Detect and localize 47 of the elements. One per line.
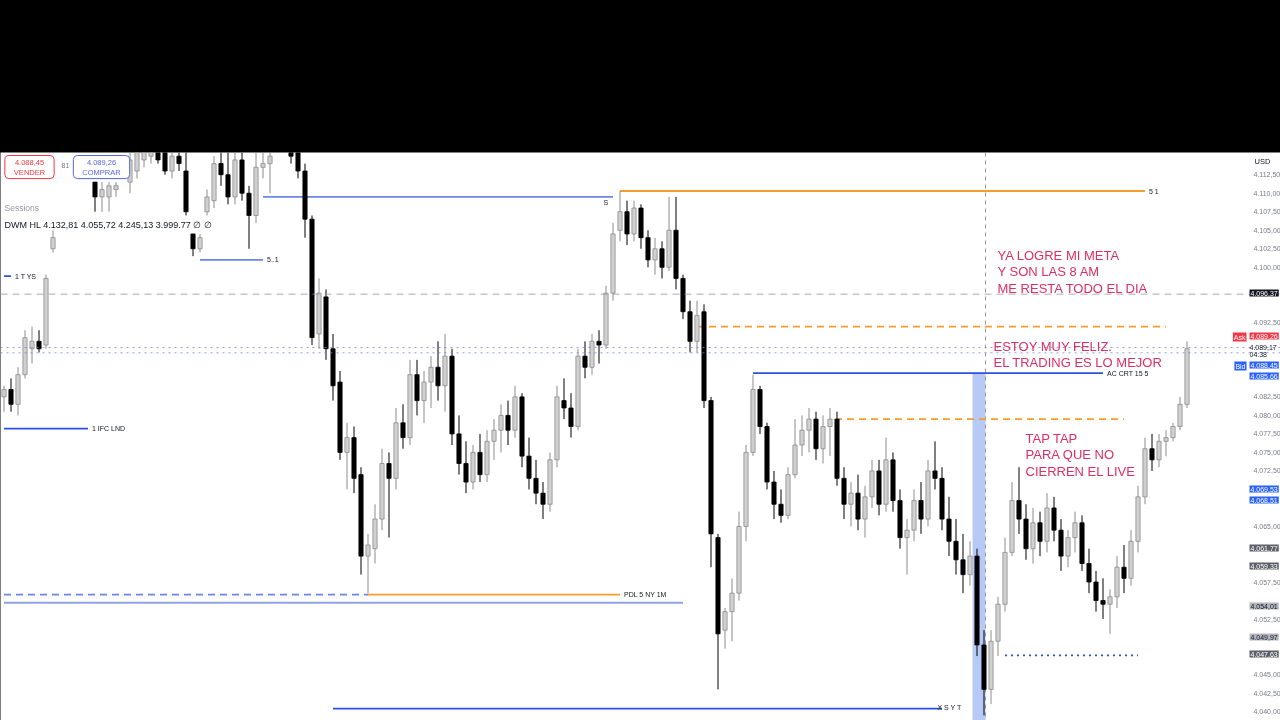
candlestick [904,518,910,576]
candlestick [197,233,203,253]
candlestick [967,540,973,587]
candlestick [799,414,805,457]
candlestick [477,433,483,483]
candlestick [36,329,42,353]
candlestick [652,237,658,276]
candlestick [848,481,854,527]
candlestick [582,340,588,379]
candlestick [505,400,511,446]
candlestick [1121,544,1127,594]
candlestick [190,233,196,257]
candlestick [1037,511,1043,557]
candlestick [176,152,182,172]
candlestick [421,370,427,424]
annotation: TAP TAP PARA QUE NO CIERREN EL LIVE [1025,430,1136,480]
candlestick [659,240,665,279]
candlestick [918,481,924,535]
annotation: ESTOY MUY FELIZ. EL TRADING ES LO MEJOR [993,338,1162,371]
candlestick [8,377,14,413]
candlestick [428,355,434,409]
candlestick [561,377,567,420]
candlestick [1016,466,1022,535]
candlestick [498,403,504,453]
candlestick [435,340,441,402]
candlestick [1107,588,1113,635]
annotation: Sessions [4,202,39,213]
candlestick [1,385,7,413]
candlestick [568,392,574,439]
candlestick [624,200,630,246]
candlestick [400,403,406,450]
candlestick [169,152,175,179]
candlestick [540,481,546,520]
candlestick [1051,496,1057,542]
candlestick [806,407,812,453]
candlestick [92,181,98,213]
candlestick [50,229,56,253]
candlestick [246,185,252,250]
candlestick [960,533,966,594]
annotation: YA LOGRE MI META Y SON LAS 8 AM ME RESTA TODO EL DIA [997,247,1148,297]
candlestick [386,451,392,539]
candlestick [344,422,350,490]
annotation: DWM HL 4.132,81 4.055,72 4.245,13 3.999.77 ∅ ∅ [4,219,212,230]
candlestick [862,485,868,539]
candlestick [617,190,623,242]
candlestick [1149,433,1155,472]
candlestick [596,329,602,365]
